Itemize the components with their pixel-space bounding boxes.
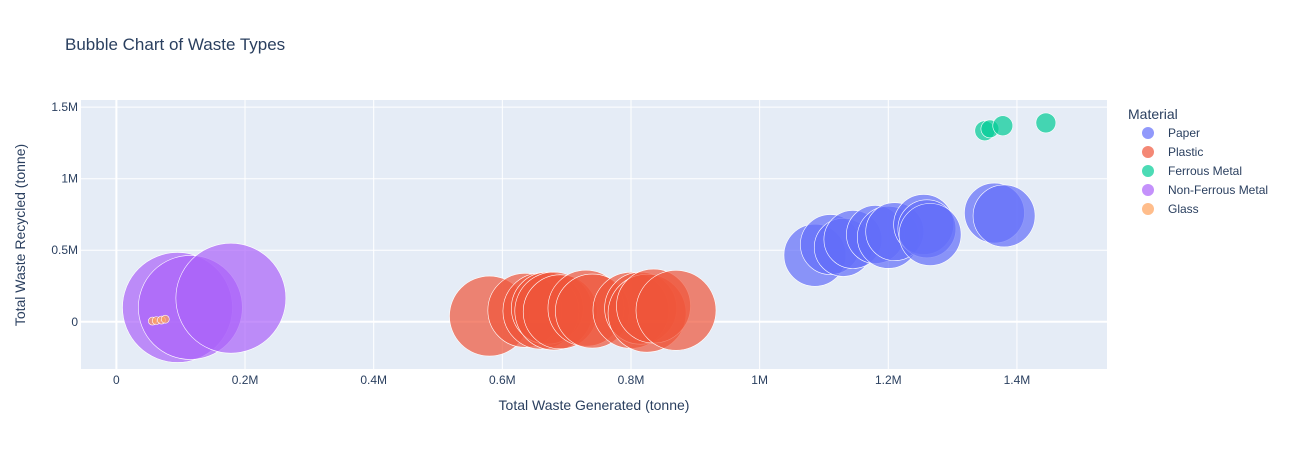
bubble-glass[interactable]: [160, 314, 170, 324]
series-plastic: [449, 268, 717, 357]
series-paper: [783, 182, 1036, 287]
x-tick-label: 0.8M: [618, 373, 645, 387]
bubble-paper[interactable]: [972, 184, 1036, 248]
legend-swatch: [1142, 184, 1154, 196]
bubble-ferrous-metal[interactable]: [1035, 112, 1057, 134]
y-tick-label: 0.5M: [51, 243, 78, 257]
x-tick-label: 1M: [751, 373, 768, 387]
legend-label: Ferrous Metal: [1168, 164, 1242, 178]
legend-swatch: [1142, 127, 1154, 139]
x-axis-title: Total Waste Generated (tonne): [499, 397, 690, 413]
y-axis-ticks: 0 0.5M 1M 1.5M: [51, 100, 78, 329]
x-axis-ticks: 0 0.2M 0.4M 0.6M 0.8M 1M 1.2M 1.4M: [113, 373, 1030, 387]
series-ferrous-metal: [974, 112, 1057, 142]
legend-label: Glass: [1168, 202, 1199, 216]
x-tick-label: 1.2M: [875, 373, 902, 387]
series-glass: [148, 314, 170, 326]
legend-label: Non-Ferrous Metal: [1168, 183, 1268, 197]
series-non-ferrous-metal: [122, 242, 287, 363]
legend-swatch: [1142, 146, 1154, 158]
legend-label: Paper: [1168, 126, 1200, 140]
x-tick-label: 0.6M: [489, 373, 516, 387]
bubbles: [122, 112, 1057, 363]
y-tick-label: 1M: [61, 172, 78, 186]
legend-swatch: [1142, 165, 1154, 177]
bubble-plastic[interactable]: [635, 270, 717, 351]
legend-item-glass[interactable]: Glass: [1142, 202, 1199, 216]
x-tick-label: 0.2M: [232, 373, 259, 387]
x-tick-label: 0.4M: [360, 373, 387, 387]
x-tick-label: 0: [113, 373, 120, 387]
y-tick-label: 1.5M: [51, 100, 78, 114]
bubble-ferrous-metal[interactable]: [992, 115, 1014, 137]
legend: Material Paper Plastic Ferrous Metal Non-Fe…: [1128, 106, 1268, 216]
bubble-paper[interactable]: [898, 203, 962, 266]
legend-item-non-ferrous-metal[interactable]: Non-Ferrous Metal: [1142, 183, 1268, 197]
legend-swatch: [1142, 203, 1154, 215]
legend-item-ferrous-metal[interactable]: Ferrous Metal: [1142, 164, 1242, 178]
legend-title: Material: [1128, 106, 1178, 122]
y-axis-title: Total Waste Recycled (tonne): [12, 144, 28, 326]
chart-title: Bubble Chart of Waste Types: [65, 35, 285, 54]
legend-label: Plastic: [1168, 145, 1203, 159]
legend-item-paper[interactable]: Paper: [1142, 126, 1200, 140]
legend-item-plastic[interactable]: Plastic: [1142, 145, 1203, 159]
y-tick-label: 0: [71, 315, 78, 329]
bubble-non-ferrous-metal[interactable]: [175, 242, 287, 354]
x-tick-label: 1.4M: [1004, 373, 1031, 387]
